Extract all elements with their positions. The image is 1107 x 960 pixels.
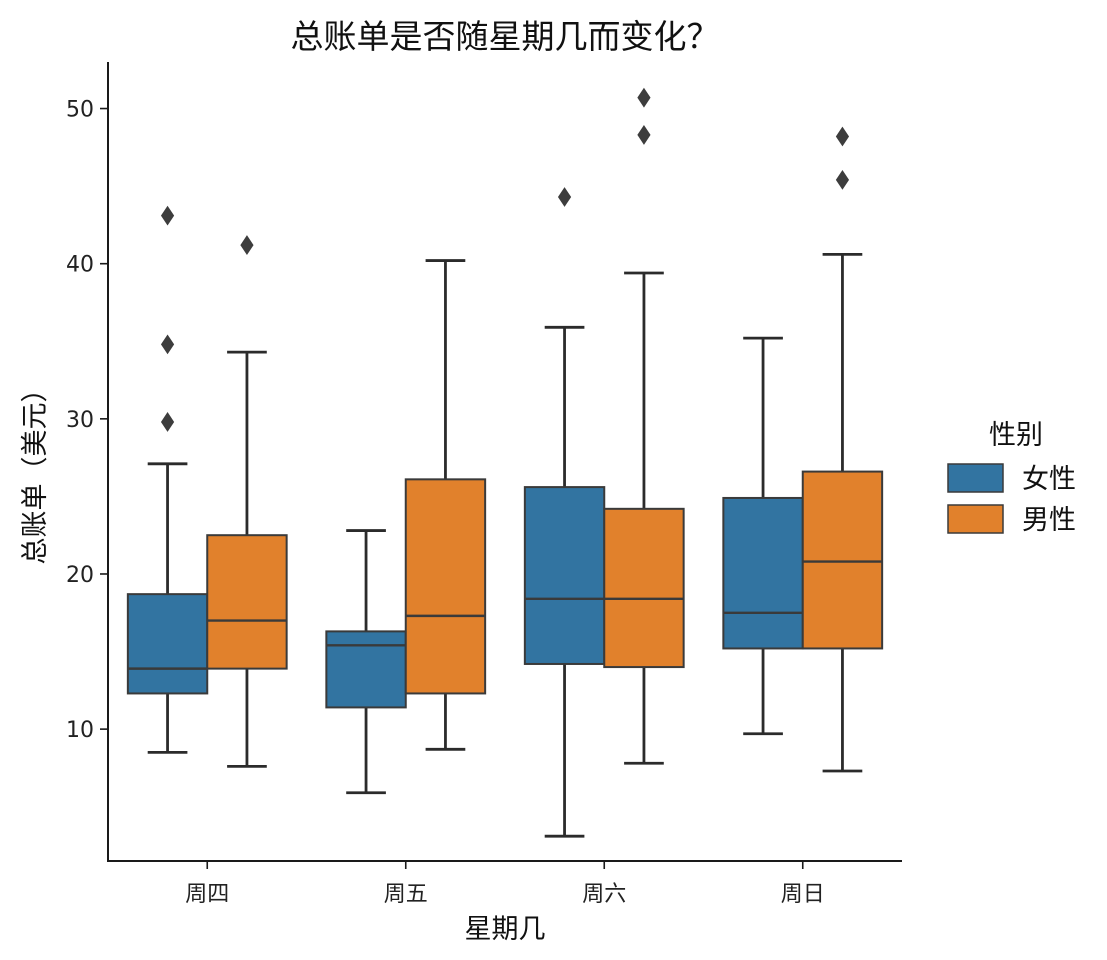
legend-swatch [947,463,1004,493]
box-group [325,529,407,795]
box-iqr [722,496,804,650]
plot-area [126,87,884,838]
outlier-point [557,187,572,207]
box-group [206,235,288,768]
outlier-point [835,126,850,147]
legend-swatch [947,504,1004,534]
x-axis-label: 星期几 [465,914,546,945]
box-iqr [523,486,606,665]
y-tick-label: 50 [66,98,94,123]
y-axis-ticks: 10 20 30 40 50 [66,98,108,743]
outlier-point [160,205,175,226]
y-axis-label: 总账单（美元） [20,376,51,565]
x-tick-label: 周五 [384,882,428,907]
y-tick-label: 40 [66,253,94,278]
box-group [126,205,209,754]
x-tick-label: 周日 [781,882,825,907]
chart-title: 总账单是否随星期几而变化？ [291,17,720,56]
outlier-point [160,412,175,432]
box-iqr [325,630,407,709]
y-tick-label: 10 [66,718,94,743]
x-tick-label: 周四 [185,882,229,907]
outlier-point [835,170,850,190]
box-iqr [801,470,884,650]
box-iqr [126,593,209,695]
box-iqr [206,534,288,670]
box-group [603,87,685,765]
y-tick-label: 30 [66,408,94,433]
box-group [801,126,884,773]
box-iqr [404,478,487,695]
outlier-point [160,334,175,355]
legend-title: 性别 [989,420,1043,451]
box-iqr [603,507,685,669]
box-group [523,187,606,838]
box-group [404,259,487,751]
y-tick-label: 20 [66,563,94,588]
box-group [722,336,804,736]
outlier-point [637,87,651,108]
outlier-point [240,235,254,255]
x-axis-ticks: 周四 周五 周六 周日 [185,861,825,907]
legend-label: 女性 [1022,464,1076,495]
outlier-point [637,125,651,145]
x-tick-label: 周六 [582,882,626,907]
legend-label: 男性 [1022,505,1076,536]
